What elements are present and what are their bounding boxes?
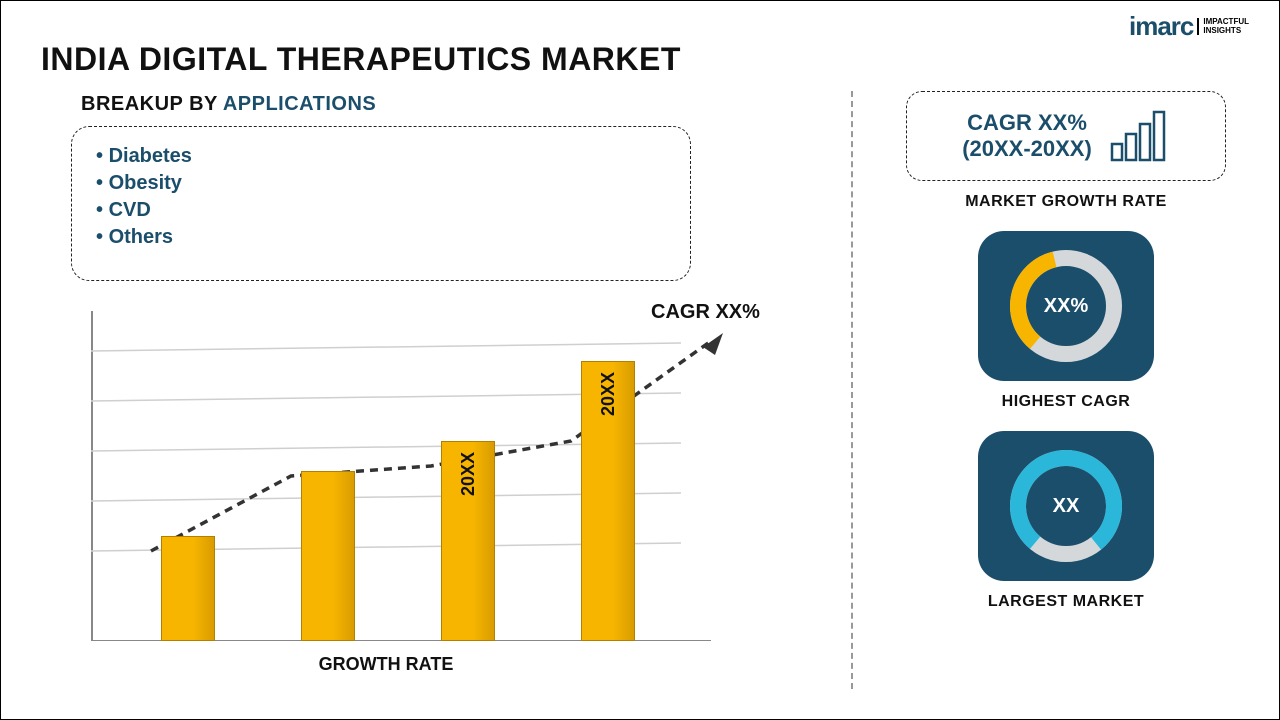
- largest-market-label: LARGEST MARKET: [881, 593, 1251, 611]
- bar-chart-icon: [1110, 110, 1170, 162]
- chart-bar: [301, 471, 355, 641]
- chart-bar: [161, 536, 215, 641]
- cagr-summary-box: CAGR XX% (20XX-20XX): [906, 91, 1226, 181]
- donut-market-value: XX: [1053, 495, 1080, 518]
- logo-text: imarc: [1129, 11, 1193, 42]
- x-axis-label: GROWTH RATE: [61, 654, 711, 675]
- list-item: Obesity: [96, 172, 666, 195]
- subtitle-prefix: BREAKUP BY: [81, 93, 223, 115]
- logo-tag1: IMPACTFUL: [1203, 17, 1249, 26]
- growth-bar-chart: 20XX20XX CAGR XX% GROWTH RATE: [61, 311, 771, 681]
- vertical-divider: [851, 91, 853, 689]
- chart-bar: 20XX: [581, 361, 635, 641]
- donut-cagr-value: XX%: [1044, 295, 1088, 318]
- logo-tag2: INSIGHTS: [1203, 26, 1241, 35]
- largest-market-card: XX: [978, 431, 1154, 581]
- market-growth-rate-label: MARKET GROWTH RATE: [881, 193, 1251, 211]
- cagr-text: CAGR XX% (20XX-20XX): [962, 110, 1092, 163]
- highest-cagr-card: XX%: [978, 231, 1154, 381]
- highest-cagr-label: HIGHEST CAGR: [881, 393, 1251, 411]
- chart-bar: 20XX: [441, 441, 495, 641]
- bar-year-label: 20XX: [598, 372, 619, 416]
- applications-box: Diabetes Obesity CVD Others: [71, 126, 691, 281]
- logo-tagline: IMPACTFUL INSIGHTS: [1197, 18, 1249, 36]
- applications-list: Diabetes Obesity CVD Others: [96, 145, 666, 249]
- cagr-line1: CAGR XX%: [967, 110, 1087, 135]
- list-item: Diabetes: [96, 145, 666, 168]
- page-title: INDIA DIGITAL THERAPEUTICS MARKET: [41, 41, 681, 78]
- brand-logo: imarc IMPACTFUL INSIGHTS: [1129, 11, 1249, 42]
- subtitle-highlight: APPLICATIONS: [223, 93, 376, 115]
- bar-year-label: 20XX: [458, 452, 479, 496]
- list-item: Others: [96, 226, 666, 249]
- breakup-subtitle: BREAKUP BY APPLICATIONS: [81, 93, 376, 116]
- cagr-line2: (20XX-20XX): [962, 136, 1092, 161]
- right-column: CAGR XX% (20XX-20XX) MARKET GROWTH RATE …: [881, 91, 1251, 611]
- cagr-annotation: CAGR XX%: [651, 301, 760, 324]
- list-item: CVD: [96, 199, 666, 222]
